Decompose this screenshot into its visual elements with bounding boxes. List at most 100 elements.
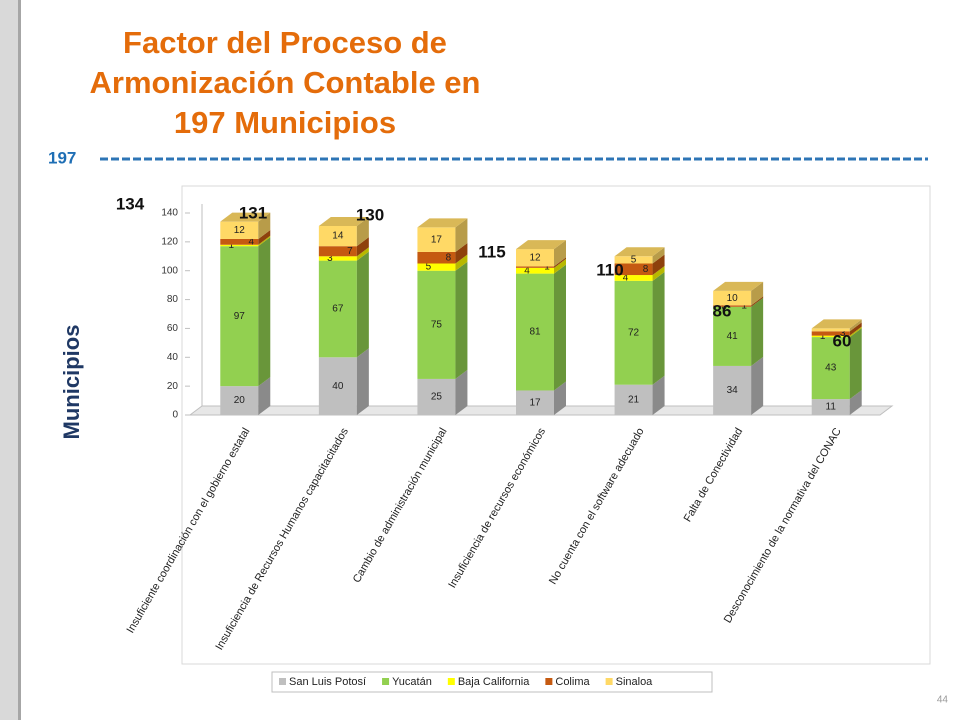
bar-segment — [713, 290, 752, 306]
bar-side — [652, 271, 665, 385]
side-strip — [0, 0, 18, 720]
data-label: 17 — [529, 397, 541, 408]
bar-segment — [220, 386, 259, 415]
bar-side — [554, 381, 566, 415]
legend-box — [271, 671, 713, 693]
data-label: 20 — [234, 395, 246, 406]
bar-side — [849, 322, 862, 336]
legend-swatch — [447, 678, 455, 685]
data-label: 17 — [431, 234, 443, 245]
bar-segment — [811, 328, 850, 332]
bar-segment — [318, 357, 357, 415]
bar-segment — [516, 273, 554, 391]
data-label: 4 — [623, 273, 629, 284]
bar-segment — [811, 335, 850, 338]
bar-segment — [417, 263, 456, 271]
bar-side — [554, 240, 566, 267]
side-line — [18, 0, 21, 720]
data-label: 43 — [825, 363, 837, 374]
bar-side — [455, 218, 468, 252]
bar-side — [455, 261, 468, 379]
x-tick-label: No cuenta con el software adecuado — [547, 426, 647, 587]
bar-side — [455, 254, 468, 271]
legend-swatch — [545, 678, 553, 685]
data-label: 4 — [524, 265, 530, 276]
bar-side — [652, 375, 665, 415]
x-tick-label: Desconocimiento de la normativa del CONA… — [722, 426, 844, 625]
data-label: 25 — [431, 392, 443, 403]
reference-label: 197 — [48, 148, 76, 167]
bar-segment — [516, 249, 554, 267]
bar-side — [258, 237, 271, 387]
bar-side — [455, 242, 468, 264]
total-label: 130 — [356, 205, 384, 224]
bar-segment — [516, 390, 554, 415]
data-label: 5 — [426, 262, 432, 273]
data-label: 1 — [229, 240, 235, 251]
bar-segment — [318, 260, 357, 358]
y-tick-label: 100 — [161, 265, 178, 276]
bar-top — [614, 247, 665, 257]
bar-side — [751, 281, 764, 306]
page-number: 44 — [937, 695, 949, 706]
bar-side — [849, 390, 862, 415]
data-label: 1 — [544, 262, 550, 273]
y-tick-label: 60 — [167, 323, 179, 334]
legend-label: Sinaloa — [616, 676, 654, 688]
title-text: Armonización Contable en — [90, 65, 481, 100]
total-label: 86 — [713, 301, 732, 320]
data-label: 81 — [529, 327, 541, 338]
bar-segment — [417, 378, 456, 415]
data-label: 12 — [529, 252, 541, 263]
bar-segment — [318, 225, 357, 247]
bar-segment — [318, 256, 357, 261]
data-label: 3 — [327, 253, 333, 264]
bar-side — [849, 319, 862, 332]
data-label: 21 — [628, 394, 640, 405]
bar-segment — [417, 270, 456, 379]
total-label: 131 — [239, 203, 267, 222]
x-tick-label: Falta de Conectividad — [682, 426, 746, 524]
bar-side — [554, 264, 566, 391]
bar-side — [751, 296, 764, 307]
bar-side — [751, 356, 764, 415]
bar-side — [258, 212, 271, 239]
bar-segment — [811, 337, 850, 400]
data-label: 97 — [234, 311, 246, 322]
data-label: 34 — [727, 385, 739, 396]
bar-segment — [614, 275, 653, 281]
legend-label: Yucatán — [392, 676, 432, 688]
data-label: 67 — [332, 304, 344, 315]
bar-segment — [220, 238, 259, 245]
bar-segment — [713, 305, 752, 307]
bar-top — [318, 216, 369, 226]
bar-segment — [713, 306, 752, 366]
bar-segment — [516, 267, 554, 274]
data-label: 72 — [628, 327, 640, 338]
bar-side — [652, 266, 665, 281]
data-label: 5 — [631, 255, 637, 266]
total-label: 110 — [596, 260, 623, 279]
bar-top — [417, 218, 468, 228]
bar-segment — [417, 227, 456, 252]
bar-segment — [417, 251, 456, 264]
y-tick-label: 0 — [172, 410, 178, 421]
total-label: 60 — [833, 331, 852, 350]
plot-frame — [181, 185, 931, 665]
legend-label: Colima — [555, 676, 590, 688]
bar-segment — [614, 384, 653, 415]
data-label: 11 — [826, 402, 837, 413]
bar-side — [849, 326, 862, 338]
bar-side — [849, 328, 862, 400]
bar-top — [516, 240, 566, 250]
data-label: 0 — [721, 301, 727, 312]
x-tick-label: Cambio de administración municipal — [351, 426, 450, 585]
x-tick-label: Insuficiencia de recursos económicos — [446, 426, 548, 591]
y-tick-label: 80 — [167, 294, 179, 305]
data-label: 8 — [446, 252, 452, 263]
y-tick-label: 120 — [161, 236, 178, 247]
bar-side — [356, 216, 369, 247]
data-label: 3 — [840, 328, 846, 339]
